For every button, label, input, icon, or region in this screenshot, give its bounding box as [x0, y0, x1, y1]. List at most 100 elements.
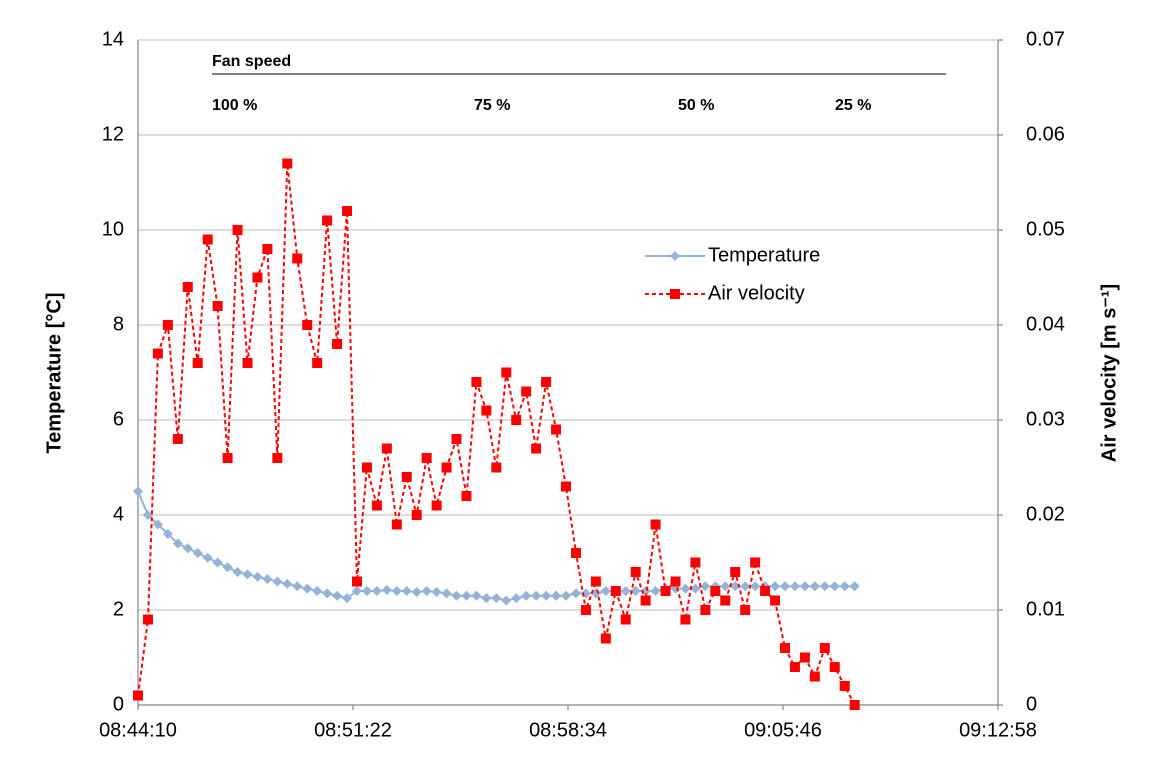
point: [819, 581, 830, 592]
point: [521, 590, 532, 601]
point: [720, 581, 731, 592]
point: [172, 434, 183, 444]
point: [740, 581, 751, 592]
point: [650, 519, 661, 530]
y-tick-label: 8: [113, 313, 124, 335]
y2-tick-label: 0.06: [1026, 123, 1065, 145]
annotation-title: Fan speed: [212, 53, 291, 70]
point: [421, 453, 432, 463]
point: [561, 590, 572, 601]
point: [551, 590, 562, 601]
point: [242, 358, 253, 368]
fan-speed-label: 25 %: [835, 97, 871, 114]
point: [730, 567, 741, 577]
point: [809, 581, 820, 592]
point: [222, 453, 233, 463]
point: [630, 586, 641, 596]
legend-label: Temperature: [708, 244, 820, 266]
point: [561, 481, 572, 492]
point: [491, 462, 502, 473]
point: [282, 158, 293, 169]
point: [521, 386, 532, 397]
point: [789, 662, 800, 672]
point: [342, 593, 353, 604]
point: [829, 581, 840, 592]
point: [142, 614, 153, 625]
point: [182, 543, 193, 554]
point: [700, 605, 711, 615]
point: [501, 595, 512, 606]
point: [312, 358, 323, 368]
point: [192, 358, 203, 368]
point: [760, 586, 771, 596]
y-tick-label: 2: [113, 598, 124, 620]
point: [640, 595, 651, 606]
point: [541, 377, 552, 387]
point: [212, 301, 223, 311]
point: [133, 690, 143, 701]
legend-label: Air velocity: [708, 282, 805, 304]
point: [272, 576, 283, 587]
point: [690, 557, 701, 568]
point: [461, 491, 472, 501]
point: [511, 593, 522, 604]
point: [531, 443, 542, 454]
point: [431, 500, 442, 511]
point: [491, 593, 502, 604]
point: [351, 576, 362, 587]
point: [461, 590, 472, 601]
point: [302, 583, 313, 594]
point: [650, 586, 661, 596]
point: [471, 377, 482, 387]
point: [232, 567, 243, 577]
point: [282, 578, 293, 589]
point: [212, 557, 223, 568]
point: [401, 472, 412, 482]
x-tick-label: 08:51:22: [314, 719, 392, 741]
y-tick-label: 14: [102, 28, 124, 50]
point: [371, 500, 382, 511]
point: [779, 643, 790, 653]
point: [799, 581, 810, 592]
y-tick-label: 12: [102, 123, 124, 145]
y2-tick-label: 0: [1026, 693, 1037, 715]
point: [829, 662, 840, 672]
point: [799, 652, 810, 663]
fan-speed-label: 50 %: [678, 97, 714, 114]
point: [292, 253, 303, 264]
point: [501, 367, 512, 378]
y2-tick-label: 0.07: [1026, 28, 1065, 50]
point: [391, 586, 402, 596]
point: [750, 581, 761, 592]
point: [770, 581, 781, 592]
point: [849, 700, 860, 710]
point: [690, 583, 701, 594]
point: [272, 453, 283, 463]
point: [371, 586, 382, 596]
y2-tick-label: 0.04: [1026, 313, 1065, 335]
point: [361, 586, 372, 596]
point: [421, 586, 432, 596]
point: [660, 586, 671, 596]
point: [750, 557, 761, 568]
point: [839, 581, 850, 592]
point: [809, 671, 820, 682]
y2-tick-label: 0.03: [1026, 408, 1065, 430]
y2-tick-label: 0.01: [1026, 598, 1065, 620]
point: [710, 586, 721, 596]
point: [600, 586, 611, 596]
point: [242, 569, 253, 580]
point: [322, 215, 333, 226]
point: [351, 586, 362, 596]
point: [740, 605, 751, 615]
point: [451, 590, 462, 601]
point: [789, 581, 800, 592]
y2-axis-label: Air velocity [m s⁻¹]: [1098, 284, 1120, 462]
point: [361, 462, 372, 473]
point: [839, 681, 850, 691]
point: [431, 586, 442, 597]
point: [322, 588, 333, 599]
point: [302, 320, 313, 330]
point: [610, 586, 621, 596]
